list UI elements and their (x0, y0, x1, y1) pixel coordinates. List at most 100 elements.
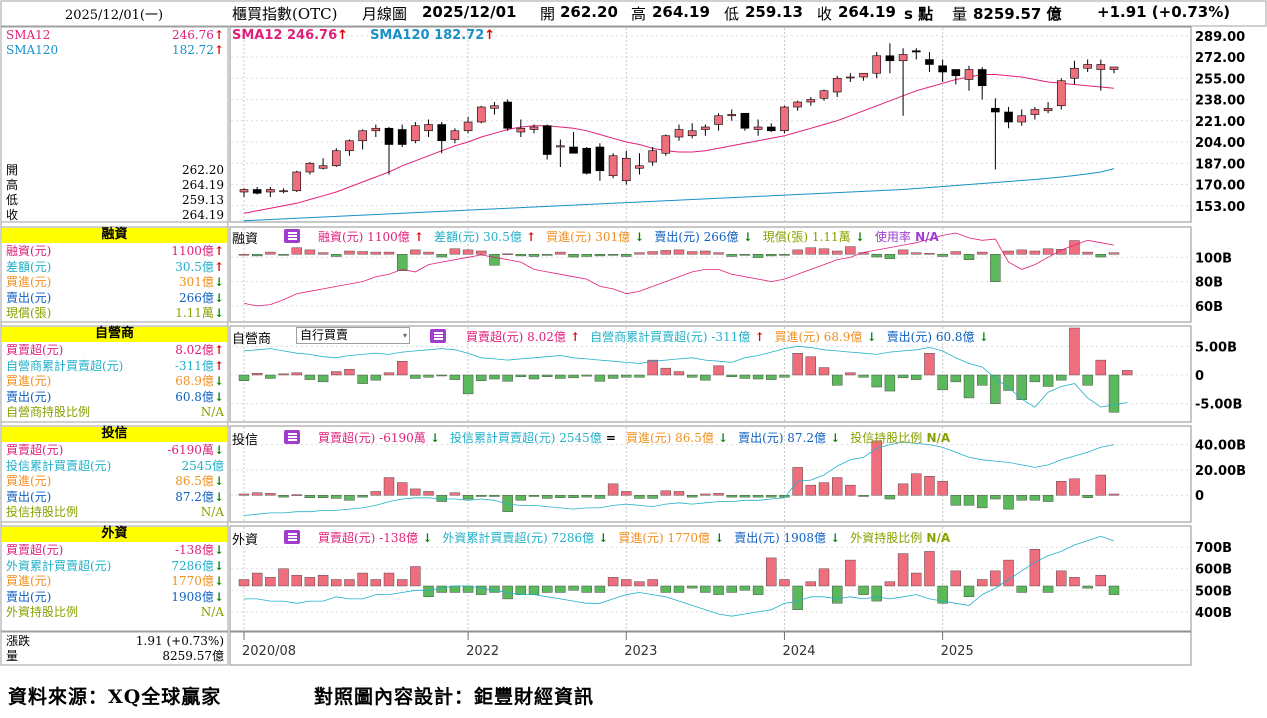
flow-bar (1016, 495, 1027, 501)
candle (806, 97, 816, 106)
metric-label: 自營商累計買賣超(元) (6, 358, 124, 373)
candle (608, 153, 618, 179)
candle-body (714, 115, 723, 125)
flow-bar (1095, 474, 1107, 496)
dealer-legend-item: 買賣超(元) 8.02億 ↑ (466, 330, 581, 344)
menu-icon[interactable] (284, 430, 300, 444)
flow-bar (752, 495, 764, 498)
date-label: 2025/12/01(一) (64, 8, 164, 23)
flow-bar (594, 374, 606, 382)
flow-bar (304, 577, 316, 587)
flow-bar (304, 374, 316, 380)
cumulative-line (243, 232, 1115, 307)
menu-icon[interactable] (284, 530, 300, 544)
metric-label: 買進(元) (6, 474, 52, 488)
candle (1096, 59, 1106, 91)
flow-bar (251, 373, 263, 376)
flow-bar (515, 585, 527, 595)
candle (384, 127, 394, 175)
left-panel-frame (0, 325, 229, 423)
flow-bar (1042, 248, 1054, 255)
arrow-down-icon: ↓ (713, 431, 729, 445)
candle-body (331, 150, 341, 167)
bar-date: 2025/12/01 (422, 3, 517, 21)
flow-bar (1108, 585, 1120, 595)
candle-body (753, 126, 763, 130)
flow-bar (686, 251, 698, 255)
footer: 資料來源：XQ全球贏家 對照圖內容設計：鉅豐財經資訊 (0, 668, 1267, 718)
menu-icon[interactable] (284, 229, 300, 243)
foreign-legend-item: 外資累計買賣超(元) 7286億 ↓ (442, 531, 609, 545)
flow-bar (976, 579, 988, 587)
candle (569, 132, 578, 154)
flow-bar (462, 374, 474, 395)
flow-bar (805, 484, 817, 496)
flow-bar (370, 579, 382, 587)
flow-bar (528, 585, 540, 595)
candle (714, 113, 723, 131)
flow-bar (950, 570, 962, 587)
metric-label: 外資累計買賣超(元) (6, 558, 112, 573)
flow-bar (541, 585, 553, 593)
metric-value: 68.9億↓ (175, 374, 224, 388)
vol-label: 量 (6, 649, 19, 663)
change-label: 漲跌 (6, 634, 31, 648)
y-tick-label: 600B (1195, 563, 1232, 578)
flow-bar (766, 374, 777, 380)
candle-body (569, 146, 578, 154)
candle-body (239, 189, 249, 193)
flow-bar (370, 251, 382, 255)
y-tick-label: 170.00 (1195, 179, 1245, 194)
flow-bar (476, 585, 487, 595)
dealer-type-select[interactable]: 自行買賣 ▾ (296, 327, 410, 344)
menu-icon[interactable] (430, 329, 446, 343)
flow-bar (818, 367, 830, 376)
na-value: N/A (922, 531, 951, 545)
candle (1017, 109, 1027, 126)
y-tick-label: 221.00 (1195, 115, 1245, 130)
flow-bar (660, 367, 672, 376)
flow-bar (1082, 585, 1093, 589)
open-value: 262.20 (560, 3, 618, 21)
candle (463, 117, 473, 134)
na-value: N/A (910, 230, 939, 244)
flow-bar (1056, 570, 1067, 587)
flow-bar (673, 585, 685, 593)
flow-bar (1029, 495, 1041, 501)
flow-bar (621, 579, 632, 587)
flow-bar (792, 249, 803, 255)
foreign-legend-item: 外資持股比例 N/A (850, 531, 951, 545)
flow-bar (897, 553, 909, 587)
candle-body (542, 125, 552, 155)
candle-body (595, 146, 605, 172)
candle-body (951, 69, 961, 77)
flow-bar (924, 252, 935, 255)
flow-bar (831, 477, 843, 496)
flow-bar (1056, 249, 1067, 255)
arrow-up-icon: ↑ (565, 330, 581, 344)
arrow-down-icon: ↓ (850, 230, 865, 244)
metric-value: N/A (200, 405, 224, 419)
arrow-up-icon: ↑ (213, 244, 224, 258)
flow-bar (344, 369, 355, 376)
flow-bar (686, 495, 698, 498)
arrow-up-icon: ↑ (521, 230, 537, 244)
flow-bar (726, 585, 737, 593)
candle-body (608, 155, 618, 177)
flow-bar (594, 254, 606, 257)
flow-bar (449, 248, 461, 255)
candle-body (266, 189, 275, 193)
arrow-down-icon: ↓ (862, 330, 877, 344)
close-label: 收 (817, 5, 833, 23)
candle (1004, 107, 1013, 129)
ohlc-label: 高 (6, 178, 19, 192)
flow-bar (924, 353, 935, 376)
flow-bar (449, 492, 461, 496)
flow-bar (647, 579, 658, 587)
flow-bar (370, 491, 382, 496)
candle-body (806, 99, 816, 103)
y-tick-label: 0 (1195, 489, 1204, 504)
candle-body (977, 69, 987, 87)
sma120-value: 182.72↑ (171, 43, 224, 57)
flow-bar (739, 585, 751, 591)
